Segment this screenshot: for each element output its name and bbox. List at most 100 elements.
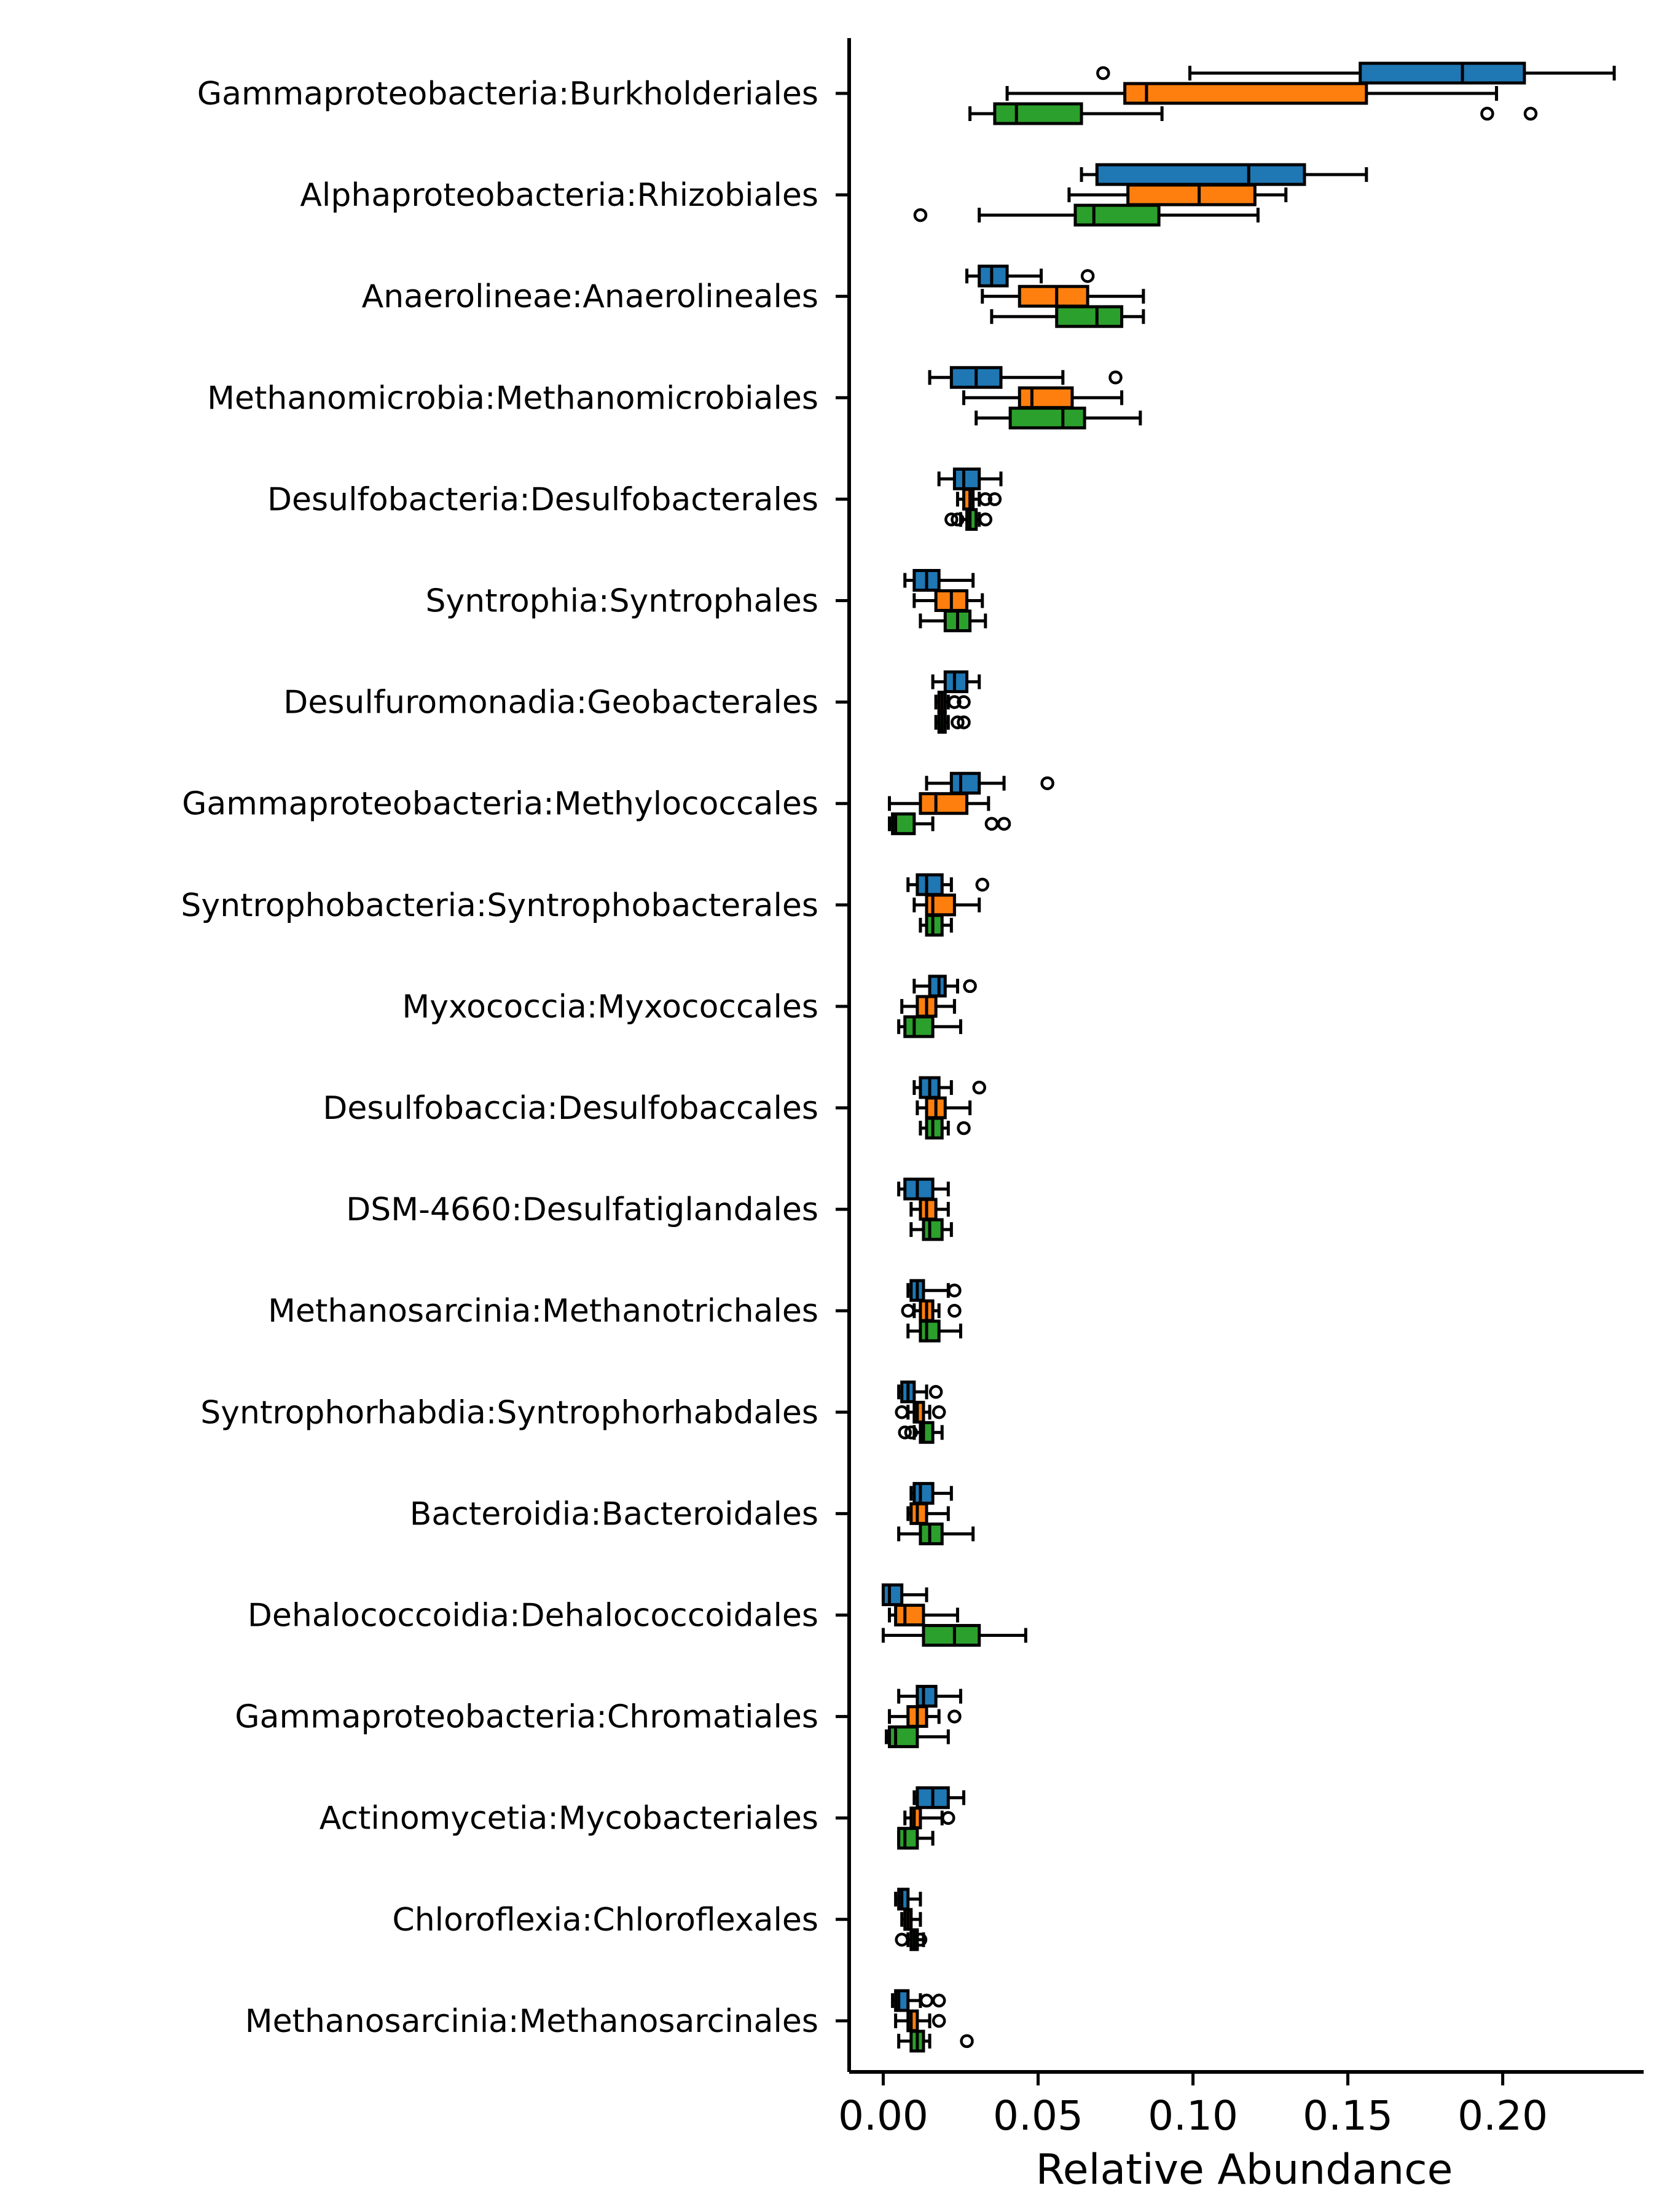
box-iqr <box>1073 203 1161 227</box>
box-iqr <box>916 1685 938 1708</box>
category-label: Desulfobacteria:Desulfobacterales <box>267 481 818 518</box>
box-iqr <box>952 467 981 490</box>
box-series-1 <box>895 1400 946 1424</box>
box-series-2 <box>913 203 1260 227</box>
box-series-1 <box>888 792 990 815</box>
category-group-18 <box>894 1888 928 1951</box>
box-series-1 <box>903 1806 955 1830</box>
box-series-1 <box>888 1705 962 1728</box>
box-series-2 <box>990 305 1145 328</box>
box-series-2 <box>975 406 1142 429</box>
outlier-point <box>919 1993 934 2008</box>
category-label: Bacteroidia:Bacteroidales <box>410 1496 818 1532</box>
box-series-2 <box>906 1319 962 1343</box>
box-iqr <box>1008 406 1086 429</box>
outlier-point <box>904 1426 919 1440</box>
outlier-point <box>895 1405 909 1419</box>
box-series-0 <box>912 1076 986 1099</box>
box-series-2 <box>968 102 1538 125</box>
category-group-8 <box>906 873 990 937</box>
box-series-2 <box>897 1827 935 1850</box>
category-group-15 <box>881 1583 1027 1647</box>
box-series-2 <box>919 1116 971 1140</box>
outlier-point <box>975 877 990 892</box>
category-group-0 <box>968 61 1616 125</box>
category-label: Gammaproteobacteria:Methylococcales <box>182 786 818 823</box>
box-series-2 <box>888 812 1011 836</box>
outlier-point <box>984 817 999 831</box>
box-series-0 <box>894 1888 922 1911</box>
outlier-point <box>947 695 962 709</box>
category-label: DSM-4660:Desulfatiglandales <box>346 1191 818 1228</box>
category-group-3 <box>928 366 1142 429</box>
box-series-2 <box>944 508 993 531</box>
box-series-0 <box>1080 163 1368 186</box>
category-label: Methanosarcinia:Methanosarcinales <box>245 2003 818 2040</box>
box-series-2 <box>895 1928 928 1951</box>
outlier-point <box>987 492 1002 506</box>
box-series-1 <box>888 1604 959 1626</box>
box-series-0 <box>897 1380 943 1403</box>
box-series-1 <box>900 995 956 1018</box>
category-label: Dehalococcoidia:Dehalococcoidales <box>248 1598 818 1634</box>
box-series-0 <box>897 1685 962 1708</box>
box-series-2 <box>881 1624 1027 1647</box>
category-label: Gammaproteobacteria:Burkholderiales <box>197 76 818 112</box>
category-group-7 <box>888 772 1054 836</box>
box-series-1 <box>912 589 984 612</box>
box-series-0 <box>897 1177 950 1201</box>
box-series-0 <box>925 772 1054 795</box>
outlier-point <box>972 1080 986 1095</box>
outlier-point <box>963 979 977 994</box>
box-series-0 <box>965 264 1095 288</box>
outlier-point <box>957 695 971 709</box>
outlier-point <box>947 1709 962 1724</box>
outlier-point <box>997 817 1011 831</box>
box-series-1 <box>906 1502 950 1525</box>
axes-layer: Gammaproteobacteria:Burkholderiales Alpha… <box>181 38 1644 2139</box>
outlier-point <box>957 715 971 729</box>
box-iqr <box>894 1604 925 1626</box>
box-series-0 <box>903 569 975 592</box>
box-series-2 <box>909 1218 953 1241</box>
category-group-2 <box>965 264 1145 328</box>
category-label: Anaerolineae:Anaerolineales <box>362 278 818 315</box>
outlier-point <box>960 2034 974 2049</box>
category-label: Methanosarcinia:Methanotrichales <box>268 1293 818 1330</box>
box-series-0 <box>906 1279 962 1302</box>
boxes-layer <box>881 61 1616 2053</box>
x-tick-label: 0.20 <box>1457 2092 1548 2139</box>
category-group-6 <box>931 670 981 734</box>
outlier-point <box>947 1283 962 1298</box>
box-series-0 <box>912 975 977 998</box>
box-iqr <box>1095 163 1306 186</box>
x-tick-label: 0.15 <box>1303 2092 1393 2139</box>
box-series-2 <box>934 711 971 734</box>
box-iqr <box>943 670 969 694</box>
box-series-2 <box>897 1015 962 1038</box>
outlier-point <box>1080 269 1095 283</box>
box-iqr <box>916 873 944 896</box>
category-group-5 <box>903 569 987 632</box>
box-iqr <box>1123 82 1368 105</box>
outlier-point <box>951 715 965 729</box>
box-series-2 <box>897 2030 974 2053</box>
box-series-2 <box>897 1522 975 1545</box>
outlier-point <box>978 492 993 506</box>
box-series-0 <box>906 873 990 896</box>
box-series-1 <box>1005 82 1499 105</box>
box-series-0 <box>931 670 981 694</box>
box-iqr <box>1055 305 1124 328</box>
box-series-0 <box>881 1583 928 1606</box>
category-group-14 <box>897 1481 975 1545</box>
outlier-point <box>931 2014 946 2028</box>
box-iqr <box>903 1177 935 1201</box>
box-series-2 <box>884 1725 950 1749</box>
outlier-point <box>1523 106 1538 121</box>
box-series-1 <box>894 2009 946 2033</box>
category-label: Actinomycetia:Mycobacteriales <box>320 1800 818 1837</box>
box-iqr <box>925 893 956 917</box>
box-series-0 <box>1096 61 1616 85</box>
box-series-0 <box>937 467 1003 490</box>
